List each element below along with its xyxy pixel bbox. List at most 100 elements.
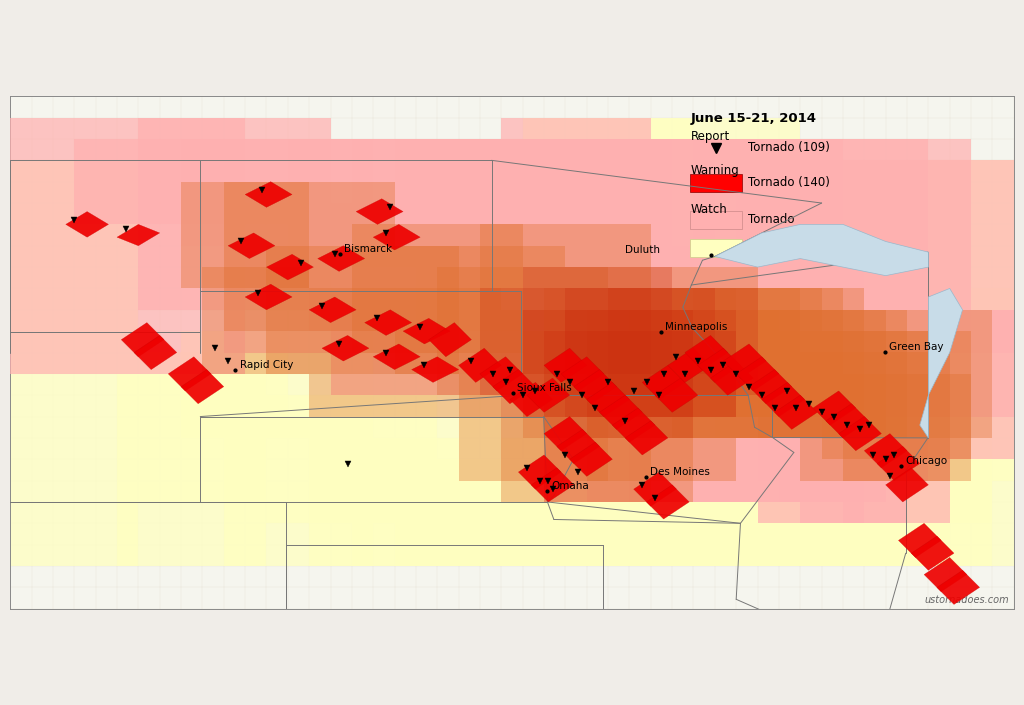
Bar: [630, 288, 800, 396]
Bar: [565, 267, 758, 396]
Polygon shape: [134, 336, 177, 369]
Bar: [843, 374, 971, 481]
Bar: [821, 331, 949, 417]
Bar: [800, 438, 907, 523]
Polygon shape: [762, 382, 805, 417]
Bar: [821, 396, 929, 481]
Polygon shape: [168, 357, 211, 391]
Bar: [821, 459, 949, 566]
Bar: [758, 309, 907, 438]
Bar: [565, 459, 693, 566]
Bar: [821, 331, 929, 481]
Bar: [779, 331, 929, 438]
Bar: [843, 417, 949, 523]
Polygon shape: [813, 391, 856, 425]
Polygon shape: [573, 369, 616, 404]
Bar: [309, 288, 502, 417]
Bar: [779, 417, 886, 502]
Bar: [309, 438, 459, 566]
Polygon shape: [266, 255, 313, 280]
Bar: [522, 459, 651, 566]
Bar: [736, 331, 843, 481]
Bar: [224, 417, 373, 566]
Bar: [736, 309, 886, 438]
Bar: [544, 438, 672, 502]
Polygon shape: [373, 224, 420, 250]
Bar: [587, 374, 736, 481]
Bar: [266, 246, 459, 374]
Bar: [886, 160, 1014, 352]
Bar: [608, 139, 779, 309]
Polygon shape: [309, 297, 356, 323]
Bar: [480, 288, 651, 396]
Polygon shape: [373, 344, 420, 369]
Bar: [544, 438, 651, 523]
Bar: [502, 438, 608, 523]
Bar: [630, 309, 800, 438]
Bar: [864, 288, 971, 481]
Bar: [224, 203, 459, 288]
Polygon shape: [459, 348, 502, 382]
Polygon shape: [493, 369, 536, 404]
Bar: [565, 139, 715, 288]
Polygon shape: [228, 233, 275, 259]
Bar: [138, 118, 331, 309]
Bar: [736, 160, 864, 352]
Bar: [544, 288, 736, 417]
Bar: [630, 438, 736, 545]
Polygon shape: [642, 365, 685, 400]
Bar: [651, 459, 779, 566]
Polygon shape: [66, 212, 109, 237]
Bar: [352, 459, 480, 566]
Bar: [502, 118, 651, 309]
Polygon shape: [117, 224, 160, 246]
Text: Green Bay: Green Bay: [889, 341, 943, 352]
Bar: [886, 309, 1014, 417]
Polygon shape: [527, 378, 569, 412]
Text: Omaha: Omaha: [551, 481, 589, 491]
Polygon shape: [898, 523, 941, 558]
Bar: [138, 352, 266, 502]
Polygon shape: [245, 284, 292, 309]
Bar: [181, 331, 288, 438]
Bar: [587, 417, 715, 502]
Bar: [480, 139, 608, 246]
Bar: [736, 459, 864, 566]
Bar: [715, 417, 843, 502]
Bar: [693, 139, 843, 288]
Bar: [544, 331, 693, 438]
Text: Minneapolis: Minneapolis: [666, 322, 728, 332]
Bar: [459, 417, 565, 502]
Bar: [651, 288, 821, 417]
Bar: [309, 224, 544, 331]
Bar: [651, 118, 800, 267]
Bar: [587, 331, 736, 417]
Bar: [522, 309, 672, 417]
Bar: [331, 374, 437, 459]
Polygon shape: [569, 442, 612, 477]
Bar: [800, 352, 949, 481]
Bar: [224, 182, 394, 331]
Bar: [587, 459, 693, 545]
Polygon shape: [715, 224, 929, 276]
Polygon shape: [711, 361, 754, 396]
Text: ustornadoes.com: ustornadoes.com: [924, 594, 1009, 605]
Polygon shape: [826, 404, 868, 438]
Bar: [608, 288, 800, 417]
Polygon shape: [322, 336, 369, 361]
Bar: [672, 246, 843, 352]
Polygon shape: [403, 319, 451, 344]
Polygon shape: [544, 348, 587, 382]
Polygon shape: [365, 309, 412, 336]
Bar: [821, 139, 971, 352]
Polygon shape: [723, 344, 766, 378]
Polygon shape: [557, 429, 599, 463]
Bar: [864, 309, 992, 438]
Bar: [565, 309, 736, 417]
Bar: [758, 417, 864, 523]
Polygon shape: [561, 357, 604, 391]
Polygon shape: [317, 246, 365, 271]
Text: Rapid City: Rapid City: [240, 360, 293, 370]
Bar: [864, 459, 992, 566]
Bar: [715, 267, 864, 374]
